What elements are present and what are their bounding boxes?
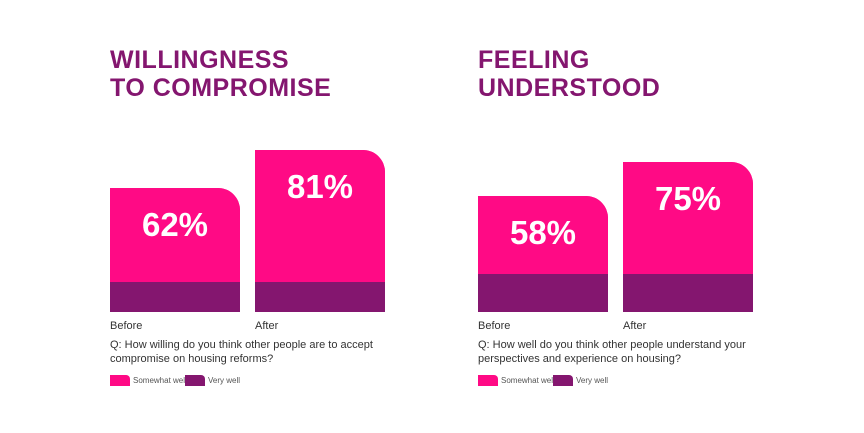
bar-segment-somewhat-well [110, 188, 240, 282]
legend-label: Somewhat well [501, 376, 555, 385]
bar-value-label: 81% [286, 168, 354, 205]
bar-value-label: 58% [509, 214, 577, 251]
bar-segment-somewhat-well [478, 196, 608, 274]
bar-before: 58% [478, 196, 608, 312]
chart-panel-willingness: WILLINGNESS TO COMPROMISE 62% 81% Before… [110, 0, 410, 433]
legend-label: Somewhat well [133, 376, 187, 385]
bar-segment-very-well [623, 274, 753, 312]
legend-swatch [478, 375, 498, 386]
chart-panel-feeling-understood: FEELING UNDERSTOOD 58% 75% Before After … [478, 0, 778, 433]
bar-before: 62% [110, 188, 240, 312]
category-label-after: After [255, 320, 279, 332]
chart-title-line: UNDERSTOOD [478, 74, 661, 102]
category-label-after: After [623, 320, 647, 332]
bar-segment-very-well [255, 282, 385, 312]
bar-segment-somewhat-well [255, 150, 385, 282]
legend-swatch [185, 375, 205, 386]
bar-after: 81% [255, 150, 385, 312]
chart-title-line: WILLINGNESS [110, 46, 290, 74]
bar-segment-somewhat-well [623, 162, 753, 274]
chart-title-line: TO COMPROMISE [110, 74, 332, 102]
legend-swatch [553, 375, 573, 386]
bar-value-label: 62% [141, 206, 209, 243]
bar-segment-very-well [478, 274, 608, 312]
chart-title: WILLINGNESS TO COMPROMISE [110, 46, 331, 102]
chart-title: FEELING UNDERSTOOD [478, 46, 660, 102]
legend-label: Very well [576, 376, 609, 385]
legend-swatch [110, 375, 130, 386]
category-label-before: Before [478, 320, 511, 332]
bar-segment-very-well [110, 282, 240, 312]
category-label-before: Before [110, 320, 143, 332]
legend-label: Very well [208, 376, 241, 385]
survey-question: Q: How well do you think other people un… [478, 339, 746, 365]
survey-question: Q: How willing do you think other people… [110, 339, 373, 365]
bar-value-label: 75% [654, 180, 722, 217]
bar-after: 75% [623, 162, 753, 312]
chart-title-line: FEELING [478, 46, 590, 74]
